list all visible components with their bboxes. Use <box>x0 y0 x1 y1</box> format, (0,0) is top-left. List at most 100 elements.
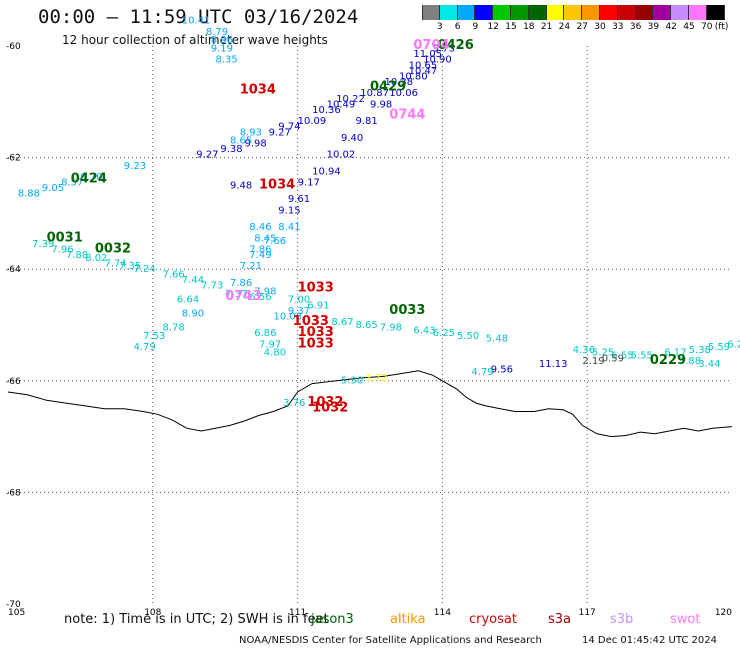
color-swatch <box>688 5 707 20</box>
wave-height-label: 3.88 <box>679 356 701 367</box>
wave-height-label: 7.66 <box>264 236 286 247</box>
wave-height-label: 10.38 <box>385 77 414 88</box>
lon-tick-label: 117 <box>579 608 596 618</box>
pass-time-label: 0429 <box>370 80 406 95</box>
wave-height-label: 9.38 <box>220 144 242 155</box>
wave-height-label: 0.59 <box>602 353 624 364</box>
wave-height-label: 7.24 <box>134 264 156 275</box>
wave-height-label: 3.72 <box>365 373 387 384</box>
wave-height-label: 6.91 <box>307 300 329 311</box>
wave-height-label: 9.98 <box>245 138 267 149</box>
wave-height-label: 9.98 <box>370 99 392 110</box>
lon-tick-label: 105 <box>8 608 25 618</box>
wave-height-label: 7.35 <box>119 261 141 272</box>
wave-height-label: 7.74 <box>105 258 127 269</box>
wave-height-label: 8.88 <box>18 189 40 200</box>
wave-height-label: 10.87 <box>360 88 389 99</box>
color-swatch <box>493 5 511 20</box>
wave-height-label: 10.09 <box>298 116 327 127</box>
wave-height-label: 10.90 <box>423 55 452 66</box>
wave-height-label: 6.56 <box>249 292 271 303</box>
wave-height-label: 9.74 <box>278 122 300 133</box>
wave-height-label: 3.76 <box>283 398 305 409</box>
wave-height-label: 4.80 <box>264 348 286 359</box>
wave-height-label: 7.00 <box>288 295 310 306</box>
pass-time-label: 1033 <box>298 281 334 296</box>
wave-height-label: 8.65 <box>356 320 378 331</box>
pass-time-label: 0743 <box>225 289 261 304</box>
wave-height-label: 7.86 <box>230 278 252 289</box>
wave-height-label: 10.94 <box>312 166 341 177</box>
wave-height-label: 11.13 <box>539 359 568 370</box>
wave-height-label: 6.25 <box>433 328 455 339</box>
wave-height-label: 3.44 <box>698 359 720 370</box>
wave-height-label: 9.40 <box>341 133 363 144</box>
wave-height-label: 8.79 <box>206 27 228 38</box>
color-swatch <box>546 5 565 20</box>
wave-height-label: 5.30 <box>341 376 363 387</box>
wave-height-label: 9.81 <box>356 116 378 127</box>
color-scale-bar <box>422 5 725 21</box>
color-scale-tick: 36 <box>629 22 642 32</box>
wave-height-label: 6.17 <box>664 348 686 359</box>
wave-height-label: 9.19 <box>211 44 233 55</box>
wave-height-label: 9.70 <box>80 172 102 183</box>
wave-height-label: 6.64 <box>177 295 199 306</box>
color-scale-tick: 18 <box>523 22 535 32</box>
wave-height-label: 9.17 <box>298 178 320 189</box>
wave-height-label: 7.96 <box>51 245 73 256</box>
wave-height-label: 10.22 <box>336 94 365 105</box>
chart-subtitle: 12 hour collection of altimeter wave hei… <box>62 33 328 47</box>
color-scale-tick: 12 <box>487 22 499 32</box>
wave-height-label: 10.47 <box>409 66 438 77</box>
footer-timestamp: 14 Dec 01:45:42 UTC 2024 <box>582 635 717 646</box>
lat-tick-label: -60 <box>6 42 21 52</box>
color-swatch <box>439 5 458 20</box>
lat-tick-label: -66 <box>6 377 21 387</box>
wave-height-label: 8.90 <box>182 309 204 320</box>
color-swatch <box>564 5 583 20</box>
pass-time-label: 0704 <box>413 38 449 53</box>
wave-height-label: 9.05 <box>42 183 64 194</box>
wave-height-label: 10.36 <box>312 105 341 116</box>
wave-height-label: 7.37 <box>225 289 247 300</box>
wave-height-label: 8.02 <box>85 253 107 264</box>
wave-height-label: 10.02 <box>327 150 356 161</box>
color-scale-tick: 3 <box>436 22 443 32</box>
color-scale-tick: 15 <box>505 22 517 32</box>
wave-height-label: 9.27 <box>196 150 218 161</box>
wave-height-label: 9.27 <box>269 127 291 138</box>
mission-altika: altika <box>390 612 426 627</box>
pass-time-label: 1033 <box>298 336 334 351</box>
color-swatch <box>457 5 476 20</box>
wave-height-label: 6.25 <box>727 339 740 350</box>
wave-height-label: 10.06 <box>389 88 418 99</box>
color-swatch <box>706 5 725 20</box>
mission-jason3: jason3 <box>311 612 354 627</box>
color-scale-tick: 70 <box>701 22 713 32</box>
footer-credit: NOAA/NESDIS Center for Satellite Applica… <box>239 635 717 646</box>
color-swatch <box>599 5 618 20</box>
wave-height-label: 4.36 <box>573 345 595 356</box>
wave-height-label: 4.79 <box>134 342 156 353</box>
wave-height-label: 8.65 <box>230 136 252 147</box>
wave-height-label: 9.61 <box>288 194 310 205</box>
wave-height-label: 8.67 <box>331 317 353 328</box>
pass-time-label: 1034 <box>240 82 276 97</box>
lon-tick-label: 108 <box>144 608 161 618</box>
wave-height-label: 9.37 <box>288 306 310 317</box>
pass-time-label: 0032 <box>95 242 131 257</box>
color-scale-tick: 42 <box>665 22 677 32</box>
lat-tick-label: -68 <box>6 488 21 498</box>
wave-height-label: 6.86 <box>254 328 276 339</box>
color-swatch <box>528 5 547 20</box>
wave-height-label: 7.86 <box>249 245 271 256</box>
lat-tick-label: -70 <box>6 600 21 610</box>
color-swatch <box>653 5 672 20</box>
wave-height-label: 10.49 <box>327 99 356 110</box>
wave-height-label: 8.45 <box>254 233 276 244</box>
wave-height-label: 7.49 <box>249 250 271 261</box>
lon-tick-label: 114 <box>434 608 451 618</box>
color-scale-tick: 6 <box>454 22 461 32</box>
color-scale-tick: 27 <box>576 22 588 32</box>
